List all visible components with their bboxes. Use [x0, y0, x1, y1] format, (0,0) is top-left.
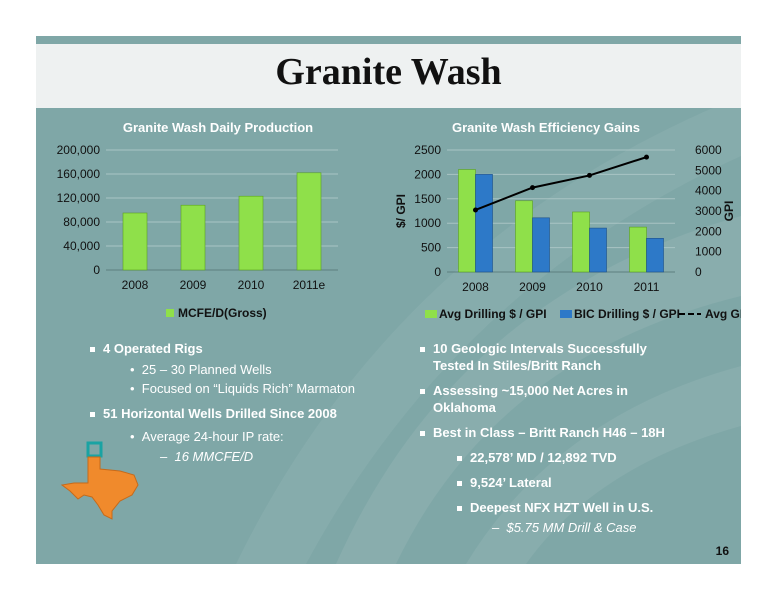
y2-tick-label: 3000 — [695, 204, 722, 218]
bullet-horizontal-wells: 51 Horizontal Wells Drilled Since 2008 — [90, 406, 337, 421]
bullet-net-acres: Assessing ~15,000 Net Acres in — [420, 383, 628, 398]
x-tick-label: 2011e — [293, 278, 326, 292]
x-tick-label: 2010 — [238, 278, 265, 292]
y-tick-label: 1500 — [414, 192, 441, 206]
bullet-text: 4 Operated Rigs — [103, 341, 203, 356]
line-point — [644, 154, 649, 160]
bullet-marker — [457, 456, 462, 462]
bullet-rigs: 4 Operated Rigs — [90, 341, 203, 356]
bullet-marker — [457, 506, 462, 512]
bar — [532, 217, 550, 273]
title-band — [36, 44, 741, 108]
x-tick-label: 2010 — [576, 280, 603, 294]
x-tick-label: 2008 — [462, 280, 489, 294]
bullet-marker — [90, 347, 95, 353]
y2-tick-label: 0 — [695, 265, 702, 279]
line-avg-gpi — [475, 156, 647, 211]
legend-swatch — [425, 310, 437, 318]
y-tick-label: 0 — [93, 263, 100, 277]
bullet-text: Assessing ~15,000 Net Acres in — [433, 383, 628, 398]
bar — [296, 172, 322, 271]
y-tick-label: 160,000 — [57, 167, 101, 181]
y2-axis-label: GPI — [722, 201, 736, 222]
bullet-text: $5.75 MM Drill & Case — [506, 520, 637, 535]
texas-map-icon — [60, 441, 139, 520]
y-axis-label: $/ GPI — [394, 194, 408, 228]
legend-label: MCFE/D(Gross) — [178, 306, 267, 320]
y2-tick-label: 2000 — [695, 224, 722, 238]
chart-efficiency-gains: 0 500 1000 1500 2000 2500 0 1000 2000 3000 4000 500… — [394, 143, 741, 321]
bullet-marker — [457, 481, 462, 487]
x-tick-label: 2009 — [180, 278, 207, 292]
bullet-drill-case: – $5.75 MM Drill & Case — [492, 520, 637, 535]
bullet-marker — [90, 412, 95, 418]
bullet-text: 22,578’ MD / 12,892 TVD — [470, 450, 617, 465]
bullet-liquids-rich: • Focused on “Liquids Rich” Marmaton — [130, 381, 355, 396]
background-swirl — [236, 96, 741, 564]
bullet-md-tvd: 22,578’ MD / 12,892 TVD — [457, 450, 617, 465]
y-tick-label: 2500 — [414, 143, 441, 157]
bullet-text: 51 Horizontal Wells Drilled Since 2008 — [103, 406, 337, 421]
bullet-net-acres-line2: Oklahoma — [433, 400, 496, 415]
bullet-ip-rate: • Average 24-hour IP rate: — [130, 429, 284, 444]
y2-tick-label: 1000 — [695, 245, 722, 259]
bullet-deepest-well: Deepest NFX HZT Well in U.S. — [457, 500, 653, 515]
y-tick-label: 0 — [434, 265, 441, 279]
slide-title: Granite Wash — [275, 51, 502, 93]
x-tick-label: 2008 — [122, 278, 149, 292]
y-tick-label: 2000 — [414, 167, 441, 181]
bullet-planned-wells: • 25 – 30 Planned Wells — [130, 362, 272, 377]
y-tick-label: 40,000 — [63, 239, 100, 253]
y2-tick-label: 6000 — [695, 143, 722, 157]
bullet-geologic-intervals: 10 Geologic Intervals Successfully — [420, 341, 647, 356]
legend-label: Avg Drilling $ / GPI — [439, 307, 547, 321]
y-tick-label: 120,000 — [57, 191, 101, 205]
bullet-text: 10 Geologic Intervals Successfully — [433, 341, 647, 356]
line-point — [473, 207, 478, 213]
y-tick-label: 200,000 — [57, 143, 101, 157]
bar — [458, 169, 476, 273]
bar — [572, 211, 590, 273]
legend-label: Avg GPI — [705, 307, 741, 321]
chart1-title: Granite Wash Daily Production — [122, 120, 314, 135]
y-tick-label: 80,000 — [63, 215, 100, 229]
slide: Granite Wash Granite Wash Daily Producti… — [36, 36, 741, 564]
bullet-text: Deepest NFX HZT Well in U.S. — [470, 500, 654, 515]
bullet-text: Focused on “Liquids Rich” Marmaton — [141, 381, 355, 396]
bullet-text: 9,524’ Lateral — [470, 475, 552, 490]
bullet-text: Best in Class – Britt Ranch H46 – 18H — [433, 425, 665, 440]
bullet-marker — [420, 389, 425, 395]
line-point — [587, 172, 592, 178]
chart-daily-production: 0 40,000 80,000 120,000 160,000 200,000 2008 20… — [57, 143, 338, 320]
bullet-lateral: 9,524’ Lateral — [457, 475, 552, 490]
bar — [238, 195, 264, 271]
bar — [475, 174, 493, 273]
bullet-marker — [420, 431, 425, 437]
chart2-title: Granite Wash Efficiency Gains — [451, 120, 641, 135]
x-tick-label: 2009 — [519, 280, 546, 294]
y2-tick-label: 5000 — [695, 163, 722, 177]
page-number: 16 — [715, 544, 729, 558]
y2-tick-label: 4000 — [695, 184, 722, 198]
legend-label: BIC Drilling $ / GPI — [574, 307, 680, 321]
bar — [180, 204, 206, 271]
bullet-mmcfe: – 16 MMCFE/D — [160, 449, 254, 464]
y-tick-label: 500 — [421, 241, 441, 255]
bullet-text: 25 – 30 Planned Wells — [141, 362, 272, 377]
bar — [629, 226, 647, 273]
x-tick-label: 2011 — [634, 280, 660, 294]
bar — [646, 238, 664, 273]
bar — [589, 227, 607, 273]
line-point — [530, 185, 535, 191]
bar — [122, 212, 148, 271]
legend-swatch — [166, 309, 174, 317]
bullet-best-in-class: Best in Class – Britt Ranch H46 – 18H — [420, 425, 665, 440]
y-tick-label: 1000 — [414, 216, 441, 230]
bar — [515, 200, 533, 273]
bullet-text: 16 MMCFE/D — [174, 449, 254, 464]
bullet-geologic-intervals-line2: Tested In Stiles/Britt Ranch — [433, 358, 602, 373]
bullet-text: Average 24-hour IP rate: — [141, 429, 284, 444]
bullet-marker — [420, 347, 425, 353]
legend-swatch — [560, 310, 572, 318]
